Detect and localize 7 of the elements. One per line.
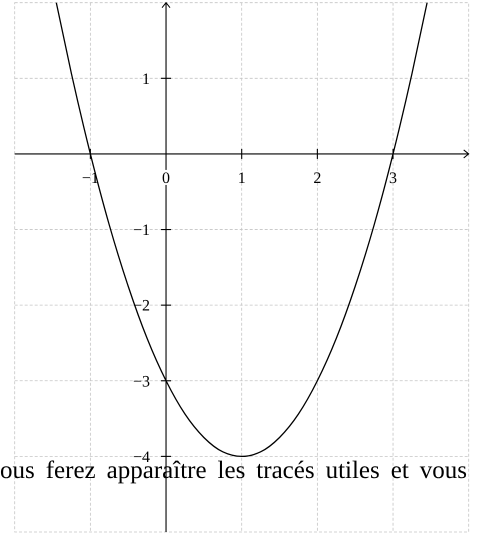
- x-tick-label: 0: [162, 170, 170, 187]
- y-tick-label: 1: [142, 70, 150, 88]
- x-tick-label: 1: [238, 170, 246, 187]
- y-tick-label: −3: [133, 373, 150, 390]
- x-tick-label: 3: [389, 170, 398, 187]
- x-tick-label: 2: [313, 170, 322, 187]
- y-tick-label: −1: [133, 222, 150, 240]
